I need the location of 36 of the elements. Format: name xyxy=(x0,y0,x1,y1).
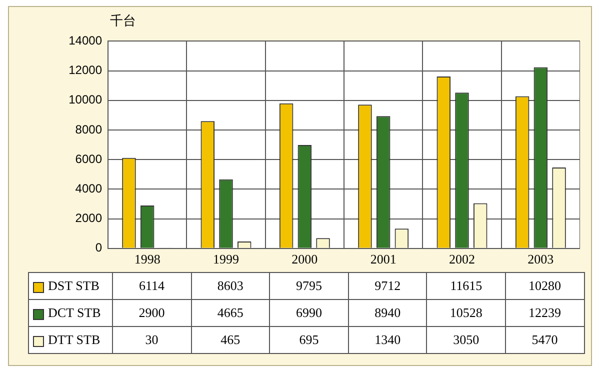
y-tick-label: 4000 xyxy=(75,182,102,196)
legend-label: DST STB xyxy=(28,272,112,300)
y-tick-label: 2000 xyxy=(75,211,102,226)
y-tick-label: 10000 xyxy=(68,92,102,107)
x-tick-label: 1998 xyxy=(134,252,160,267)
legend-label: DCT STB xyxy=(28,300,112,326)
data-label: 465 xyxy=(191,326,270,354)
data-label: 12239 xyxy=(505,300,584,326)
y-tick-label: 12000 xyxy=(68,63,102,78)
y-tick-label: 6000 xyxy=(75,152,102,166)
data-label: 695 xyxy=(270,326,348,354)
data-label: 3050 xyxy=(426,326,506,354)
x-tick-label: 2001 xyxy=(370,252,396,267)
y-tick-label: 0 xyxy=(95,240,102,255)
data-label: 9795 xyxy=(270,272,348,300)
data-label: 10528 xyxy=(426,300,506,326)
data-label: 1340 xyxy=(348,326,427,354)
data-label: 8940 xyxy=(348,300,427,326)
data-label: 30 xyxy=(112,326,192,354)
data-label: 10280 xyxy=(505,272,584,300)
data-label: 2900 xyxy=(112,300,192,326)
data-label: 6990 xyxy=(270,300,348,326)
data-label: 6114 xyxy=(112,272,192,300)
data-label: 4665 xyxy=(191,300,270,326)
legend-label: DTT STB xyxy=(28,326,112,354)
y-tick-label: 8000 xyxy=(75,122,102,136)
y-axis-title: 千台 xyxy=(110,13,136,30)
x-tick-label: 2003 xyxy=(528,252,554,267)
y-tick-label: 14000 xyxy=(68,34,102,48)
x-tick-label: 1999 xyxy=(213,252,239,267)
data-label: 11615 xyxy=(426,272,506,300)
x-tick-label: 2002 xyxy=(449,252,475,267)
data-label: 5470 xyxy=(505,326,584,354)
data-label: 8603 xyxy=(191,272,270,300)
data-label: 9712 xyxy=(348,272,427,300)
x-tick-label: 2000 xyxy=(292,252,318,267)
